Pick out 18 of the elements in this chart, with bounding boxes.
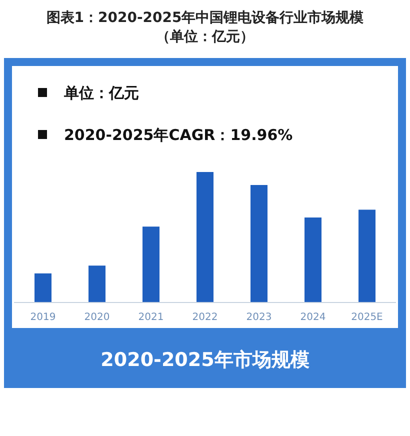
- chart-title: 图表1：2020-2025年中国锂电设备行业市场规模（单位：亿元）: [46, 9, 365, 45]
- text: 2020-2025年CAGR：19.96%: [64, 126, 293, 144]
- bar: [304, 218, 322, 302]
- text: 单位：亿元: [63, 84, 139, 102]
- x-tick-label: 2021: [138, 312, 164, 323]
- x-axis-title: 2020-2025年市场规模: [100, 349, 310, 371]
- x-tick-label: 2025E: [351, 312, 383, 323]
- bar: [196, 172, 214, 302]
- x-tick-label: 2022: [192, 312, 218, 323]
- x-tick-label: 2024: [300, 312, 326, 323]
- x-tick-label: 2019: [30, 312, 56, 323]
- bar: [250, 185, 268, 302]
- bar: [358, 210, 376, 302]
- bar: [88, 266, 106, 302]
- bar: [142, 226, 160, 302]
- bar: [34, 273, 52, 302]
- x-tick-label: 2023: [246, 312, 272, 323]
- x-tick-label: 2020: [84, 312, 110, 323]
